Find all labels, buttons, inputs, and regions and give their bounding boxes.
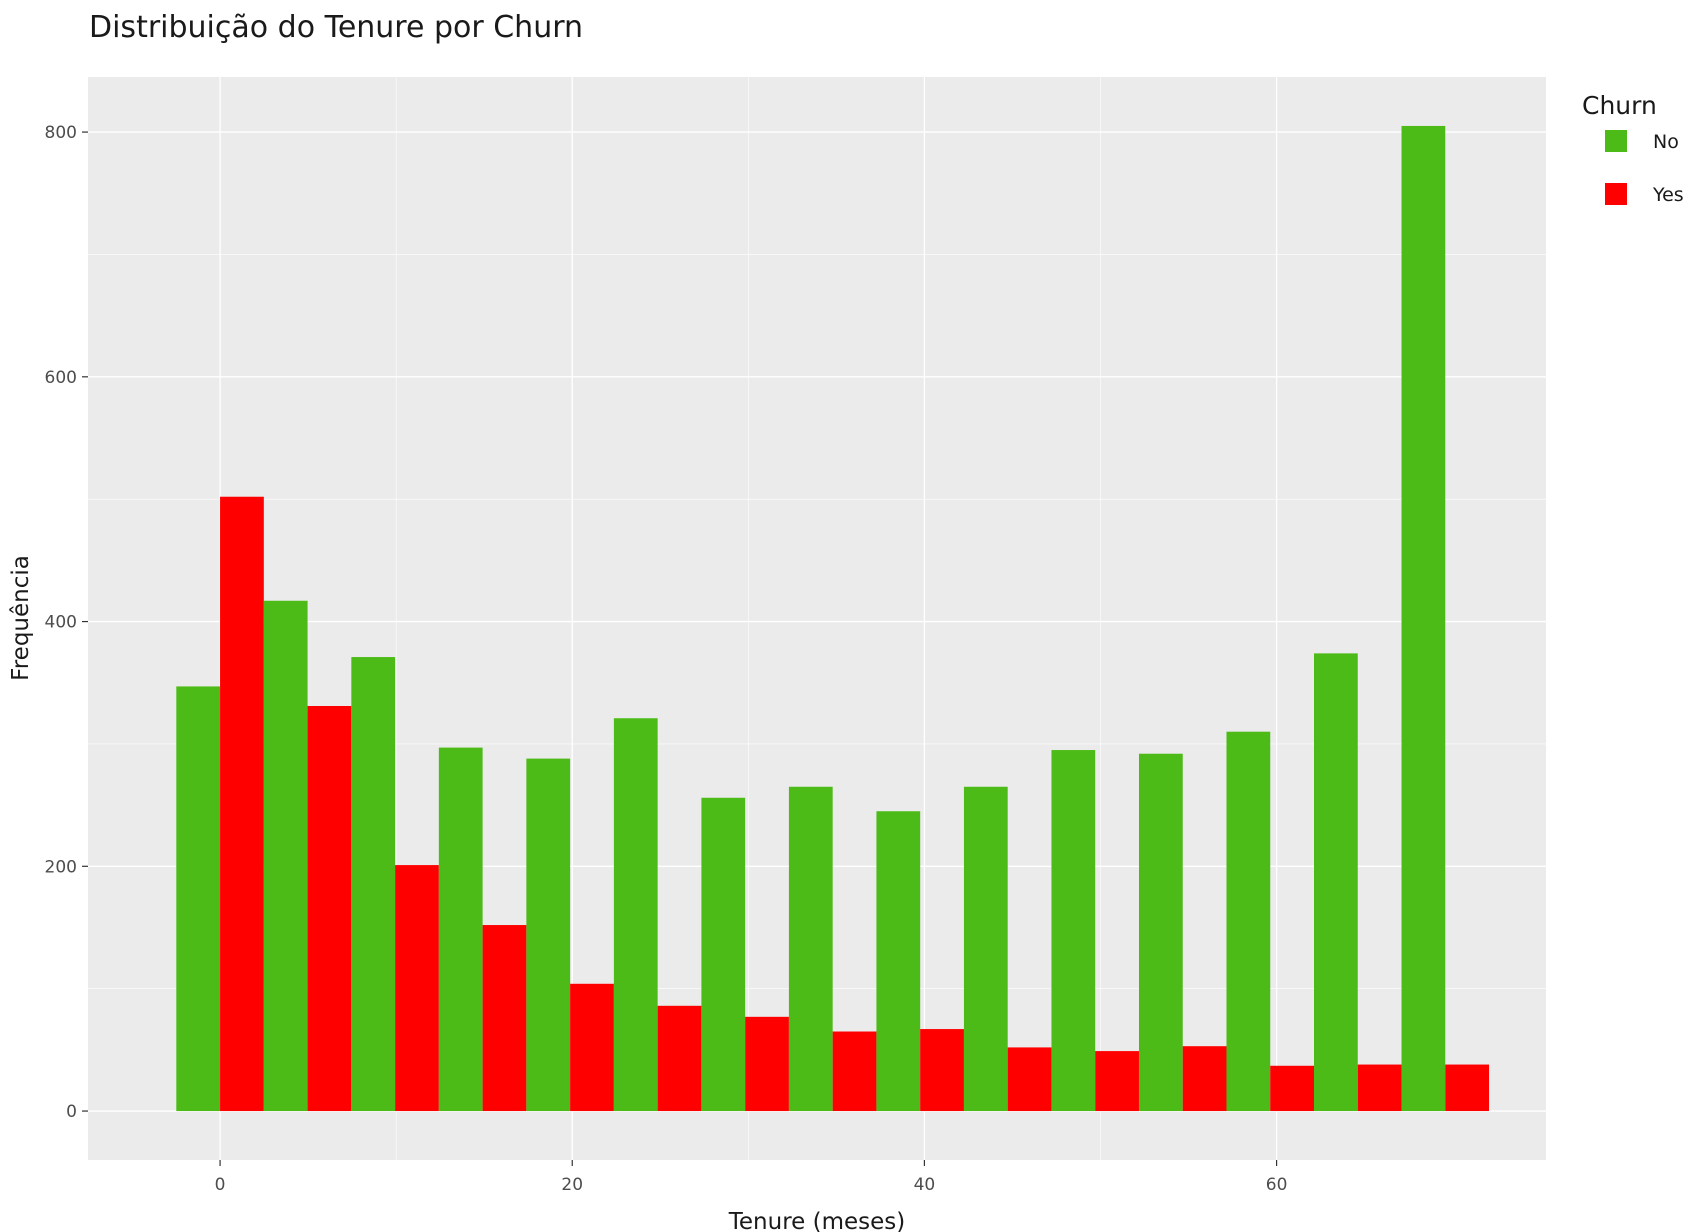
legend: Churn No Yes	[1582, 91, 1684, 206]
bar-no	[701, 797, 746, 1112]
bar-yes	[1270, 1065, 1315, 1112]
bar-no	[176, 686, 221, 1112]
legend-entries: No Yes	[1605, 130, 1684, 206]
y-tick-label: 200	[45, 857, 77, 877]
bar-yes	[482, 925, 527, 1112]
bar-no	[1314, 653, 1358, 1112]
bar-no	[438, 747, 483, 1112]
x-tick-label: 40	[914, 1175, 936, 1195]
y-tick-label: 400	[45, 613, 77, 633]
bar-no	[1226, 731, 1271, 1112]
x-tick-label: 60	[1266, 1175, 1288, 1195]
legend-title: Churn	[1582, 91, 1657, 120]
bar-no	[613, 718, 658, 1112]
y-axis: 0 200 400 600 800	[45, 123, 88, 1122]
bar-yes	[395, 865, 439, 1112]
bar-no	[788, 786, 833, 1112]
bar-no	[963, 786, 1008, 1112]
chart-title: Distribuição do Tenure por Churn	[89, 10, 583, 45]
bar-yes	[657, 1005, 702, 1112]
legend-key-no	[1605, 130, 1627, 152]
bar-yes	[1182, 1046, 1227, 1112]
bar-yes	[832, 1031, 877, 1112]
bar-no	[1401, 125, 1446, 1112]
bar-no	[263, 600, 308, 1112]
y-tick-label: 0	[66, 1102, 77, 1122]
bar-no	[526, 758, 571, 1112]
bar-yes	[745, 1016, 789, 1112]
bar-yes	[1007, 1047, 1052, 1112]
bar-yes	[1445, 1064, 1490, 1112]
bar-yes	[307, 705, 352, 1112]
bar-no	[1051, 750, 1096, 1112]
x-axis-title: Tenure (meses)	[728, 1209, 905, 1232]
bar-yes	[1357, 1064, 1402, 1112]
bar-no	[1138, 753, 1183, 1112]
y-tick-label: 600	[45, 368, 77, 388]
bar-yes	[570, 983, 614, 1112]
bar-no	[351, 657, 396, 1112]
y-tick-label: 800	[45, 123, 77, 143]
x-axis: 0 20 40 60	[215, 1160, 1288, 1195]
x-tick-label: 20	[561, 1175, 583, 1195]
x-tick-label: 0	[215, 1175, 226, 1195]
bar-yes	[220, 496, 264, 1112]
legend-label-yes: Yes	[1652, 184, 1684, 206]
legend-label-no: No	[1653, 131, 1679, 153]
histogram-bars	[176, 125, 1490, 1112]
bar-yes	[920, 1029, 964, 1112]
bar-no	[876, 811, 921, 1112]
y-axis-title: Frequência	[8, 555, 34, 681]
legend-key-yes	[1605, 183, 1627, 205]
bar-yes	[1095, 1051, 1139, 1112]
